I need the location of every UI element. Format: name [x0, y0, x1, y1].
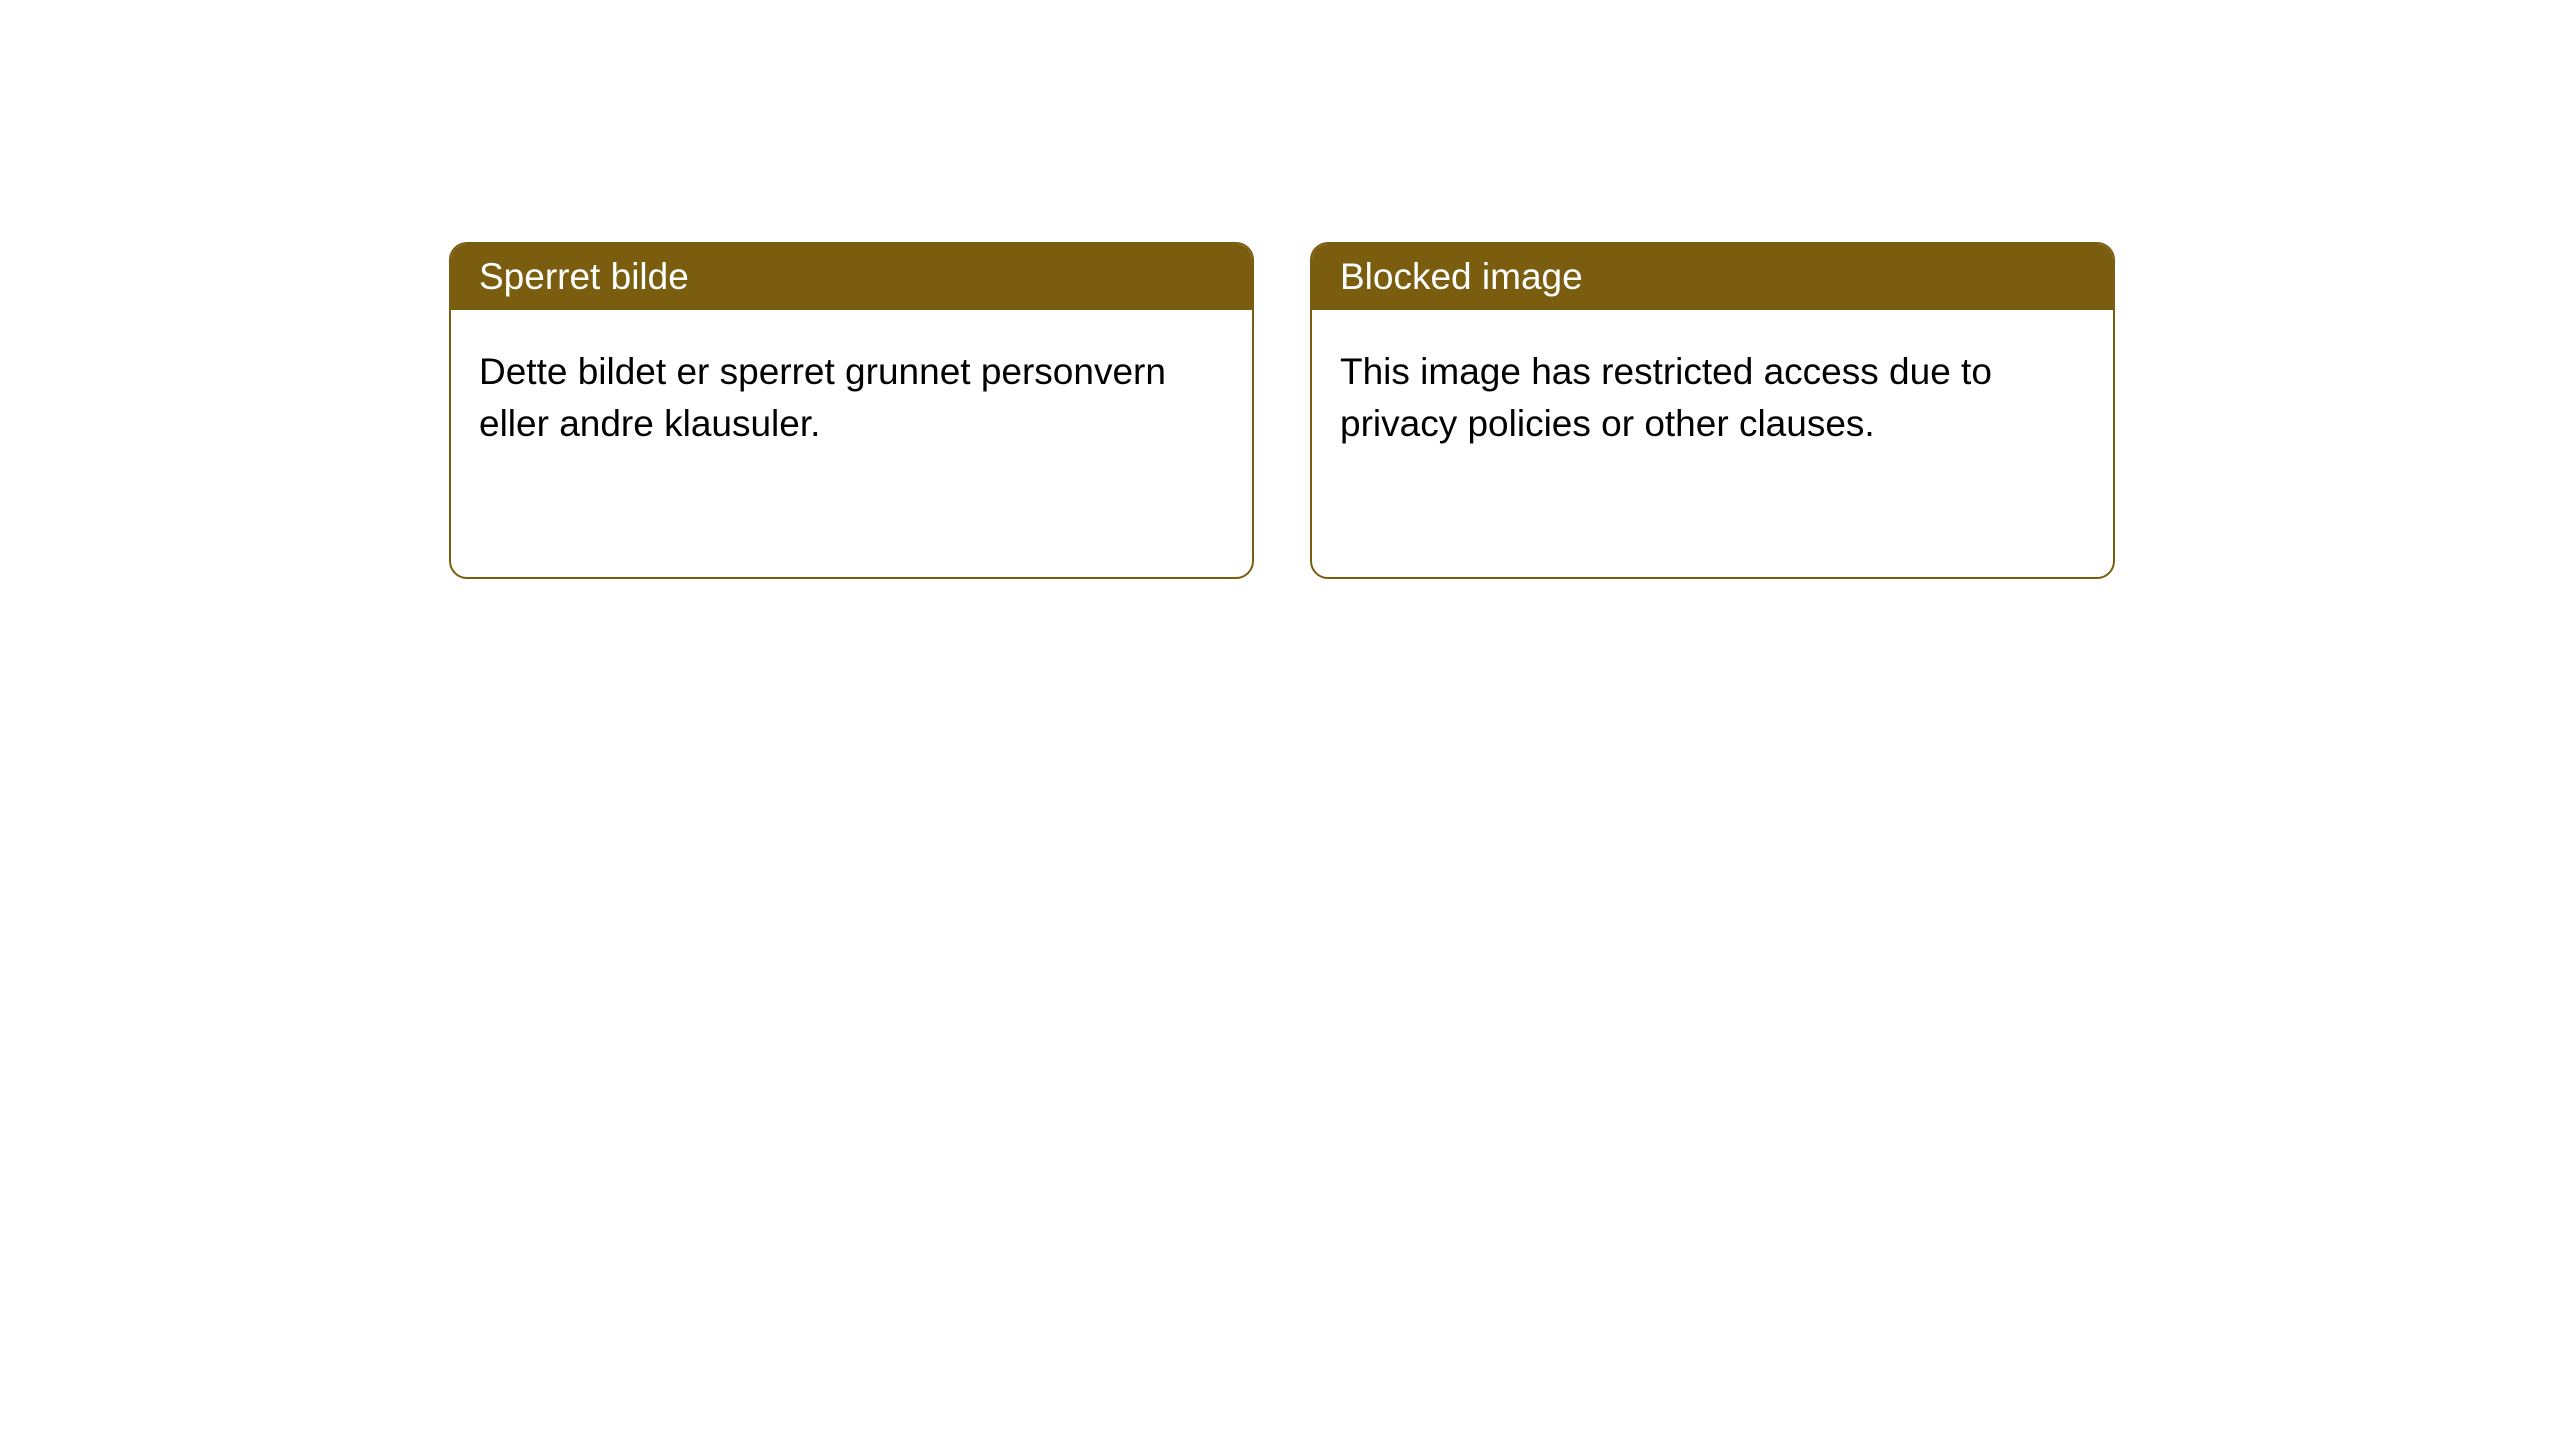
card-body-text: This image has restricted access due to … [1340, 351, 1992, 444]
blocked-image-card-en: Blocked image This image has restricted … [1310, 242, 2115, 579]
blocked-image-card-no: Sperret bilde Dette bildet er sperret gr… [449, 242, 1254, 579]
card-body: Dette bildet er sperret grunnet personve… [451, 310, 1252, 486]
card-header: Sperret bilde [451, 244, 1252, 310]
card-body: This image has restricted access due to … [1312, 310, 2113, 486]
card-title: Blocked image [1340, 256, 1583, 297]
card-title: Sperret bilde [479, 256, 689, 297]
cards-container: Sperret bilde Dette bildet er sperret gr… [0, 0, 2560, 579]
card-header: Blocked image [1312, 244, 2113, 310]
card-body-text: Dette bildet er sperret grunnet personve… [479, 351, 1166, 444]
